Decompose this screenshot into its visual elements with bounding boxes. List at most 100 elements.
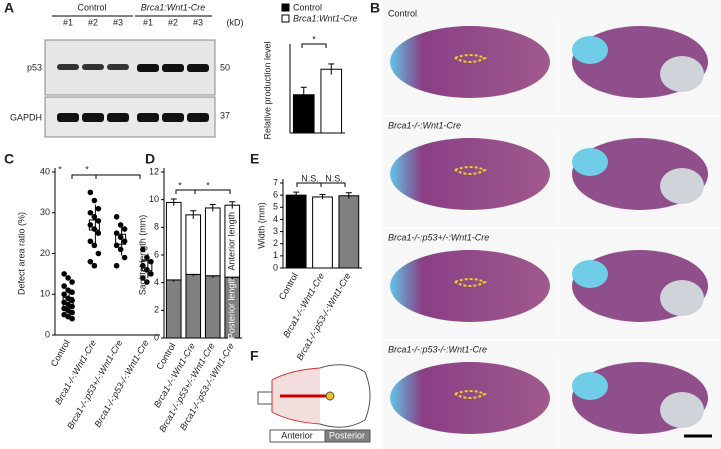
bracket xyxy=(194,189,231,194)
y-tick-label: 10 xyxy=(40,289,50,299)
significance: * xyxy=(312,34,316,44)
point xyxy=(140,246,146,253)
point xyxy=(91,242,98,249)
point xyxy=(148,271,154,277)
legend-label: Brca1:Wnt1-Cre xyxy=(293,13,358,23)
point xyxy=(121,226,128,232)
y-axis-label: Relative production level xyxy=(262,41,272,139)
y-tick-label: 5 xyxy=(273,202,278,212)
row-label: GAPDH xyxy=(10,112,42,122)
panel-label: C xyxy=(4,151,14,167)
significance: N.S. xyxy=(325,173,343,183)
y-tick-label: 7 xyxy=(273,177,278,187)
point xyxy=(95,205,102,212)
mean-box xyxy=(115,233,127,245)
point xyxy=(69,315,75,322)
y-tick-label: 12 xyxy=(149,166,159,176)
y-tick-label: 4 xyxy=(154,277,159,287)
segment-label: Anterior length xyxy=(227,212,237,271)
y-tick-label: 20 xyxy=(40,248,50,258)
panel-label: A xyxy=(4,0,14,16)
point xyxy=(65,275,71,281)
suture xyxy=(454,390,488,399)
y-tick-label: 0 xyxy=(273,262,278,272)
group-label: Control xyxy=(77,2,106,12)
significance: * xyxy=(206,180,210,190)
point xyxy=(144,279,150,285)
lane-label: #3 xyxy=(193,17,203,27)
y-tick-label: 6 xyxy=(154,249,159,259)
point xyxy=(69,289,75,296)
point xyxy=(61,291,67,298)
point xyxy=(69,279,75,285)
significance: * xyxy=(178,180,182,190)
bracket xyxy=(320,182,346,187)
bar-segment xyxy=(185,273,202,339)
lane-label: #3 xyxy=(113,17,123,27)
panel-label: F xyxy=(250,348,259,364)
point xyxy=(117,222,124,228)
point xyxy=(69,309,75,316)
panel-label: E xyxy=(250,151,259,167)
point xyxy=(117,246,124,253)
point xyxy=(148,258,154,265)
skull-blue xyxy=(572,372,608,400)
bar-segment xyxy=(165,279,182,339)
mean-box xyxy=(62,296,74,308)
band xyxy=(162,64,184,72)
y-tick-label: 6 xyxy=(273,190,278,200)
point xyxy=(113,230,120,236)
band xyxy=(82,64,104,70)
skull-lateral-rostrum xyxy=(660,392,704,428)
point xyxy=(95,250,102,257)
y-tick-label: 10 xyxy=(149,194,159,204)
y-axis-label: Defect area ratio (%) xyxy=(16,212,26,295)
band xyxy=(57,113,79,122)
point xyxy=(69,303,75,310)
row-label: p53 xyxy=(27,62,42,72)
point xyxy=(91,214,98,220)
point xyxy=(121,238,128,245)
bar-segment xyxy=(185,214,202,275)
y-tick-label: 4 xyxy=(273,214,278,224)
point xyxy=(113,262,120,269)
suture xyxy=(454,54,488,63)
bar-segment xyxy=(165,201,182,281)
x-tick-label: Brca1-/-:p53-/-:Wnt1-Cre xyxy=(92,338,150,429)
y-tick-label: 0 xyxy=(45,329,50,339)
bracket xyxy=(71,174,141,179)
point xyxy=(140,275,146,281)
bar xyxy=(320,68,343,134)
band xyxy=(162,113,184,122)
suture xyxy=(454,278,488,287)
panel-label: B xyxy=(370,0,380,16)
photo-panel: Control Brca1-/-:Wnt1-Cre Brca1-/-:p53+/-:… xyxy=(383,0,721,449)
band xyxy=(82,113,104,122)
bar xyxy=(312,196,333,269)
mean-box xyxy=(141,260,153,272)
legend-label: Control xyxy=(293,2,322,12)
band xyxy=(137,113,159,122)
band xyxy=(57,64,79,70)
bracket xyxy=(175,189,196,194)
point xyxy=(121,254,128,261)
skull-diagram xyxy=(257,364,371,443)
skull-blue xyxy=(572,36,608,64)
genotype-label: Brca1-/-:p53-/-:Wnt1-Cre xyxy=(388,344,487,354)
point xyxy=(95,218,102,224)
y-tick-label: 2 xyxy=(154,305,159,315)
y-tick-label: 3 xyxy=(273,226,278,236)
bands xyxy=(57,64,209,122)
y-axis-label: Width (mm) xyxy=(256,202,266,249)
point xyxy=(95,230,102,236)
point xyxy=(91,197,98,204)
band xyxy=(107,113,129,122)
lane-label: #1 xyxy=(143,17,153,27)
genotype-label: Brca1-/-:p53+/-:Wnt1-Cre xyxy=(388,232,489,242)
marker: 50 xyxy=(220,62,230,72)
point xyxy=(87,258,94,265)
region-label: Posterior xyxy=(329,430,365,440)
unit: (kD) xyxy=(227,17,244,27)
